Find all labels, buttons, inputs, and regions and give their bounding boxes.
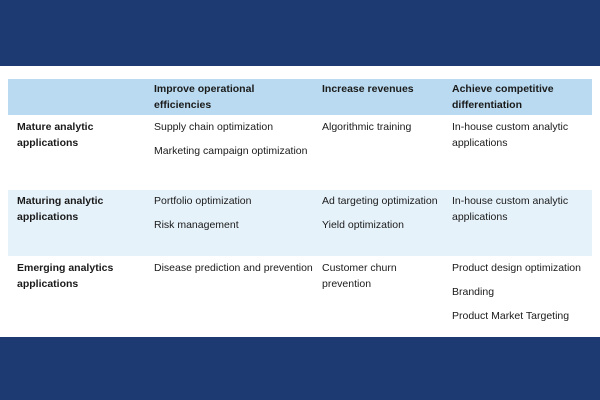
list-item: In-house custom analytic applications — [452, 195, 569, 223]
slide-sheet: Improve operational efficiencies Increas… — [0, 66, 600, 337]
row-label: Mature analytic applications — [17, 121, 94, 149]
table-header-row: Improve operational efficiencies Increas… — [8, 79, 592, 115]
list-item: Algorithmic training — [322, 121, 412, 133]
header-revenues: Increase revenues — [322, 83, 414, 95]
list-item: Portfolio optimization — [154, 195, 252, 207]
list-item: Disease prediction and prevention — [154, 262, 313, 274]
table-row: Emerging analytics applications Disease … — [8, 257, 592, 327]
bottom-band — [0, 337, 600, 400]
list-item: Product Market Targeting — [452, 310, 570, 322]
list-item: Branding — [452, 286, 495, 298]
list-item: Product design optimization — [452, 262, 581, 274]
differentiation-cell: In-house custom analytic applications — [452, 193, 592, 225]
row-label: Emerging analytics applications — [17, 262, 114, 290]
list-item: Supply chain optimization — [154, 121, 274, 133]
list-item: Yield optimization — [322, 219, 404, 231]
table-row: Mature analytic applications Supply chai… — [8, 116, 592, 189]
operational-cell: Disease prediction and prevention — [154, 260, 314, 276]
analytics-table: Improve operational efficiencies Increas… — [8, 79, 592, 327]
list-item: Marketing campaign optimization — [154, 145, 308, 157]
header-operational: Improve operational efficiencies — [154, 83, 255, 111]
row-label: Maturing analytic applications — [17, 195, 104, 223]
revenues-cell: Ad targeting optimization Yield optimiza… — [322, 193, 447, 233]
top-band — [0, 0, 600, 66]
list-item: Risk management — [154, 219, 239, 231]
revenues-cell: Customer churn prevention — [322, 260, 447, 292]
list-item: Customer churn prevention — [322, 262, 397, 290]
list-item: Ad targeting optimization — [322, 195, 438, 207]
differentiation-cell: Product design optimization Branding Pro… — [452, 260, 592, 324]
table-row: Maturing analytic applications Portfolio… — [8, 190, 592, 256]
header-differentiation: Achieve competitive differentiation — [452, 83, 554, 111]
operational-cell: Portfolio optimization Risk management — [154, 193, 314, 233]
operational-cell: Supply chain optimization Marketing camp… — [154, 119, 314, 159]
revenues-cell: Algorithmic training — [322, 119, 447, 135]
differentiation-cell: In-house custom analytic applications — [452, 119, 592, 151]
list-item: In-house custom analytic applications — [452, 121, 569, 149]
